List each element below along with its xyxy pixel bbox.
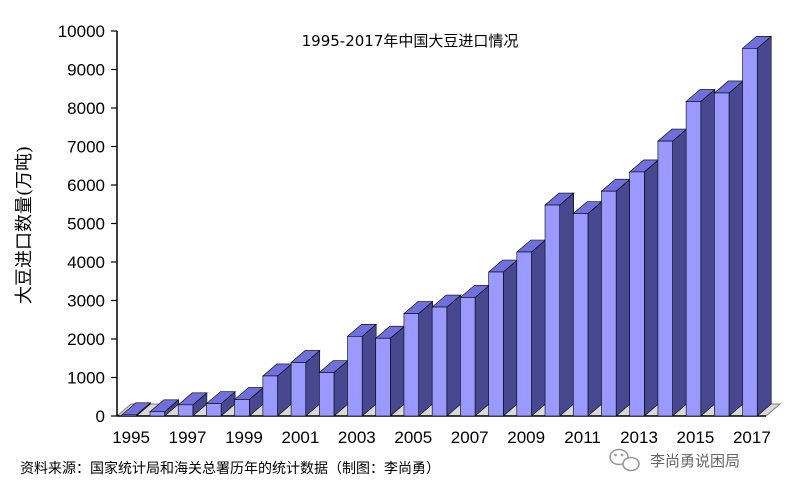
bar [262, 363, 293, 417]
bar-front [206, 403, 222, 417]
bar-front [318, 372, 335, 417]
bar-front [629, 171, 645, 417]
bar-front [375, 337, 391, 417]
bar-front [685, 101, 702, 417]
bar [741, 35, 773, 417]
bar-front [149, 411, 165, 417]
bar [177, 392, 208, 417]
bar-front [544, 204, 561, 417]
bar-front [431, 306, 448, 417]
bars [120, 35, 773, 417]
bar-side [672, 128, 687, 417]
x-tick-label: 1995 [112, 428, 150, 447]
bar [713, 80, 744, 417]
x-tick-label: 2013 [620, 428, 658, 447]
bar [233, 386, 265, 417]
bar-front [177, 404, 194, 417]
bar-side [446, 294, 462, 417]
bar-side [559, 192, 575, 417]
bar-side [700, 88, 716, 417]
y-tick-label: 1000 [67, 369, 105, 388]
y-tick-label: 2000 [67, 330, 105, 349]
bar-side [728, 80, 744, 417]
bar-front [234, 399, 250, 417]
y-tick-label: 10000 [58, 22, 105, 41]
bar-front [403, 313, 419, 417]
x-tick-label: 2001 [281, 428, 319, 447]
bar [120, 402, 152, 417]
bar-front [290, 362, 307, 417]
y-tick-label: 9000 [67, 61, 105, 80]
bar-front [262, 375, 278, 417]
bar [516, 239, 547, 417]
bar-side [644, 159, 659, 417]
watermark: 李尚勇说困局 [650, 452, 740, 470]
x-tick-label: 2011 [564, 428, 601, 447]
bar [685, 88, 716, 417]
bar-side [502, 259, 518, 417]
y-axis-label: 大豆进口数量(万吨) [14, 146, 35, 304]
x-tick-label: 2005 [394, 428, 432, 447]
bar-front [488, 271, 504, 417]
bar [431, 294, 462, 417]
x-tick-label: 1999 [225, 428, 263, 447]
y-tick-label: 8000 [67, 99, 105, 118]
bar-front [572, 213, 589, 417]
bar [544, 192, 575, 417]
bar [346, 323, 377, 417]
x-tick-label: 2015 [677, 428, 715, 447]
bar-side [615, 178, 631, 417]
bar [600, 178, 631, 417]
bar [205, 391, 236, 417]
bar-front [121, 414, 137, 417]
y-tick-label: 4000 [67, 253, 105, 272]
bar-front [657, 140, 673, 417]
chart-title: 1995-2017年中国大豆进口情况 [302, 32, 519, 50]
bar [318, 359, 349, 417]
bar [628, 159, 660, 417]
y-tick-label: 6000 [67, 176, 105, 195]
x-tick-label: 2007 [451, 428, 489, 447]
bar-side [418, 300, 433, 417]
bar-side [361, 323, 377, 417]
y-axis-ticks: 0 1000 2000 3000 4000 5000 6000 7000 8000 9000 100… [58, 22, 117, 426]
bar [403, 300, 434, 417]
bar-side [531, 239, 546, 417]
y-tick-label: 7000 [67, 138, 105, 157]
x-tick-label: 1997 [169, 428, 207, 447]
bar-front [347, 336, 363, 417]
x-tick-label: 2003 [338, 428, 376, 447]
y-tick-label: 0 [96, 407, 105, 426]
x-tick-label: 2017 [733, 428, 771, 447]
bar-side [474, 284, 490, 417]
bar-side [390, 325, 405, 417]
bar-front [742, 48, 758, 417]
x-tick-label: 2009 [507, 428, 545, 447]
wechat-icon [609, 448, 640, 472]
bar [459, 284, 490, 417]
bar-front [516, 251, 532, 417]
bar [290, 349, 321, 417]
bar [487, 259, 519, 417]
y-tick-label: 3000 [67, 292, 105, 311]
bar [149, 399, 180, 417]
source-note: 资料来源：国家统计局和海关总署历年的统计数据（制图：李尚勇） [20, 460, 440, 477]
bar [572, 200, 603, 417]
y-tick-label: 5000 [67, 215, 105, 234]
bar-front [601, 190, 617, 417]
bar-front [714, 92, 730, 417]
x-axis-ticks: 1995 1997 1999 2001 2003 2005 2007 2009 2011 2013… [112, 428, 771, 447]
bar-side [587, 200, 603, 417]
bar [657, 128, 688, 417]
bar-side [756, 35, 772, 417]
bar-front [460, 297, 476, 417]
bar [374, 325, 406, 417]
